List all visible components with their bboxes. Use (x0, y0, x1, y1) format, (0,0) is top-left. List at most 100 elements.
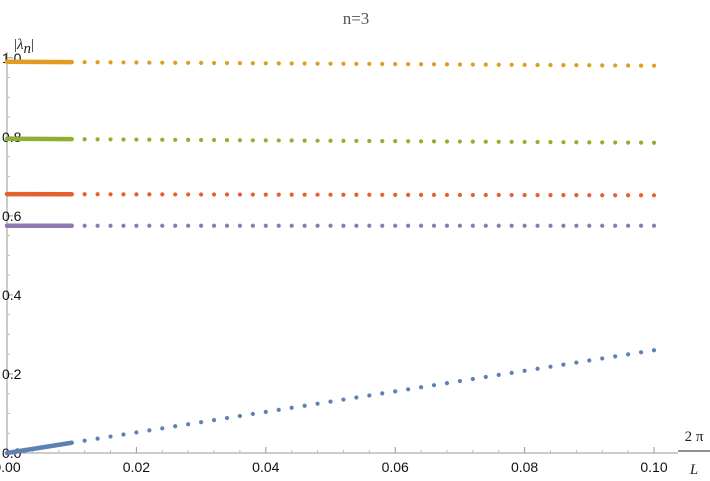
data-point (431, 383, 437, 388)
data-point (173, 223, 178, 228)
data-point (328, 192, 333, 197)
data-point (211, 192, 217, 197)
data-point (548, 62, 553, 68)
y-tick-label: 0.2 (2, 366, 22, 382)
data-point (522, 62, 527, 67)
data-point (444, 381, 450, 386)
data-point (95, 223, 100, 228)
data-point (574, 223, 579, 228)
data-point (263, 223, 268, 228)
data-point (638, 223, 644, 228)
data-point (393, 192, 398, 197)
data-point (315, 223, 320, 228)
data-point (444, 62, 450, 67)
data-point (237, 61, 243, 66)
data-point (263, 409, 268, 414)
data-point (613, 223, 618, 228)
data-point (289, 223, 294, 228)
data-point (574, 193, 579, 198)
data-point (237, 138, 243, 143)
data-point (561, 362, 566, 367)
data-point (147, 60, 152, 65)
data-point (276, 407, 281, 412)
data-point (186, 223, 191, 228)
data-point (496, 62, 501, 67)
data-point (496, 372, 501, 378)
data-point (561, 193, 566, 198)
data-point (315, 401, 320, 406)
data-point (160, 60, 165, 65)
data-point (406, 62, 411, 67)
data-point (496, 139, 501, 144)
data-point (431, 139, 437, 144)
data-point (367, 61, 372, 67)
data-point (95, 436, 100, 441)
data-point (651, 193, 657, 198)
data-point (302, 223, 307, 228)
data-point (121, 60, 126, 65)
data-point (224, 223, 230, 228)
data-point (108, 137, 113, 142)
data-point (224, 138, 230, 143)
data-point (250, 411, 255, 417)
data-point (173, 137, 178, 142)
chart-title: n=3 (343, 9, 370, 28)
data-point (509, 139, 514, 144)
data-point (535, 366, 540, 371)
data-point (121, 432, 126, 437)
dense-point-run (4, 440, 74, 456)
data-point (638, 140, 644, 145)
data-point (638, 63, 644, 68)
data-point (302, 403, 307, 408)
data-point (134, 137, 139, 142)
data-point (160, 192, 165, 197)
data-point (574, 140, 579, 145)
data-point (108, 60, 113, 65)
data-point (237, 223, 243, 228)
x-tick-label: 0.00 (0, 459, 21, 475)
data-point (289, 138, 294, 143)
data-point (431, 192, 437, 198)
data-point (134, 192, 139, 197)
data-point (418, 192, 424, 197)
data-point (535, 62, 540, 68)
data-point (341, 223, 346, 228)
data-point (224, 192, 230, 197)
data-point (289, 405, 294, 410)
data-point (237, 413, 243, 419)
data-point (600, 223, 605, 228)
data-point (444, 223, 450, 228)
data-point (418, 139, 424, 144)
series-3 (4, 191, 657, 198)
data-point (380, 192, 385, 197)
data-point (535, 139, 540, 145)
data-marks (4, 59, 657, 456)
data-point (121, 137, 126, 142)
data-point (470, 62, 475, 67)
data-point (354, 138, 359, 144)
data-point (561, 63, 566, 68)
data-point (613, 63, 618, 68)
data-point (276, 61, 281, 66)
data-point (82, 192, 87, 197)
data-point (95, 192, 100, 197)
series-1 (4, 59, 657, 68)
data-point (315, 192, 320, 197)
data-point (341, 138, 346, 143)
data-point (509, 370, 514, 375)
data-point (380, 391, 385, 396)
data-point (199, 60, 204, 65)
data-point (587, 193, 592, 198)
data-point (613, 354, 618, 359)
data-point (574, 63, 579, 68)
data-point (651, 63, 657, 68)
data-point (354, 61, 359, 66)
data-point (302, 192, 307, 197)
data-point (457, 62, 462, 67)
data-point (380, 138, 385, 144)
data-point (561, 140, 566, 145)
x-tick-label: 0.04 (252, 459, 279, 475)
data-point (289, 192, 294, 197)
x-axis-label-denominator: L (689, 462, 698, 478)
